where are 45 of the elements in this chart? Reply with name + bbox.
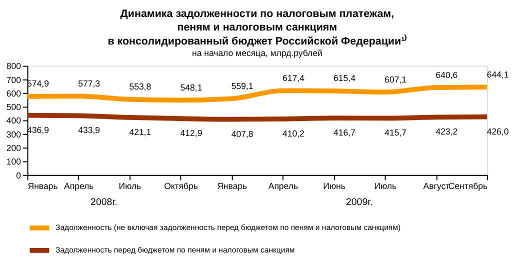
text: Динамика задолженности по налоговым платежам, (120, 8, 394, 20)
y-tick-label: 500 (6, 102, 22, 112)
data-label: 426,0 (486, 126, 509, 136)
y-tick-label: 0 (16, 170, 22, 180)
y-tick-label: 300 (6, 129, 22, 140)
chart-subtitle: на начало месяца, млрд.рублей (192, 48, 322, 58)
y-tick-label: 200 (6, 143, 22, 154)
data-label: 644,1 (486, 69, 509, 80)
data-label: 416,7 (334, 128, 356, 138)
y-tick-label: 400 (6, 116, 22, 126)
data-label: 410,2 (282, 128, 305, 138)
x-tick-label: Январь (217, 181, 248, 192)
legend-label: Задолженность (не включая задолженность перед бюджетом по пеням и налоговым санкциям) (56, 222, 401, 232)
x-tick-label: Июль (118, 181, 142, 192)
text: в консолидированный бюджет Российской Федерации¹⁾ (108, 35, 407, 48)
y-tick-label: 600 (6, 88, 22, 98)
data-label: 423,2 (436, 126, 458, 137)
text: пеням и налоговым санкциям (177, 22, 338, 34)
y-tick-label: 100 (6, 156, 22, 167)
y-tick-label: 800 (6, 61, 22, 72)
x-tick-label: Июль (374, 181, 397, 192)
data-label: 553,8 (129, 82, 152, 92)
y-tick-label: 700 (6, 74, 22, 85)
x-tick-label: Июнь (323, 181, 346, 192)
data-label: 615,4 (334, 73, 356, 84)
data-label: 433,9 (78, 125, 100, 136)
text: 2008г. (90, 197, 118, 208)
x-tick-label: Октябрь (164, 181, 198, 192)
data-label: 407,8 (231, 128, 254, 139)
data-label: 617,4 (282, 72, 305, 83)
data-label: 412,9 (180, 128, 202, 138)
x-tick-label: Август (423, 181, 450, 192)
data-label: 548,1 (180, 82, 202, 92)
x-tick-label: Январь (28, 181, 58, 192)
x-tick-label: Апрель (64, 181, 94, 192)
data-label: 559,1 (231, 80, 254, 91)
data-label: 577,3 (78, 78, 100, 88)
data-label: 640,6 (436, 70, 458, 80)
text: 2009г. (346, 197, 373, 208)
data-label: 421,1 (129, 126, 152, 137)
x-tick-label: Сентябрь (448, 181, 488, 192)
data-label: 607,1 (384, 74, 407, 84)
x-tick-label: Апрель (268, 181, 298, 192)
legend-label: Задолженность перед бюджетом по пеням и налоговым санкциям (56, 245, 295, 254)
data-label: 415,7 (384, 128, 407, 138)
